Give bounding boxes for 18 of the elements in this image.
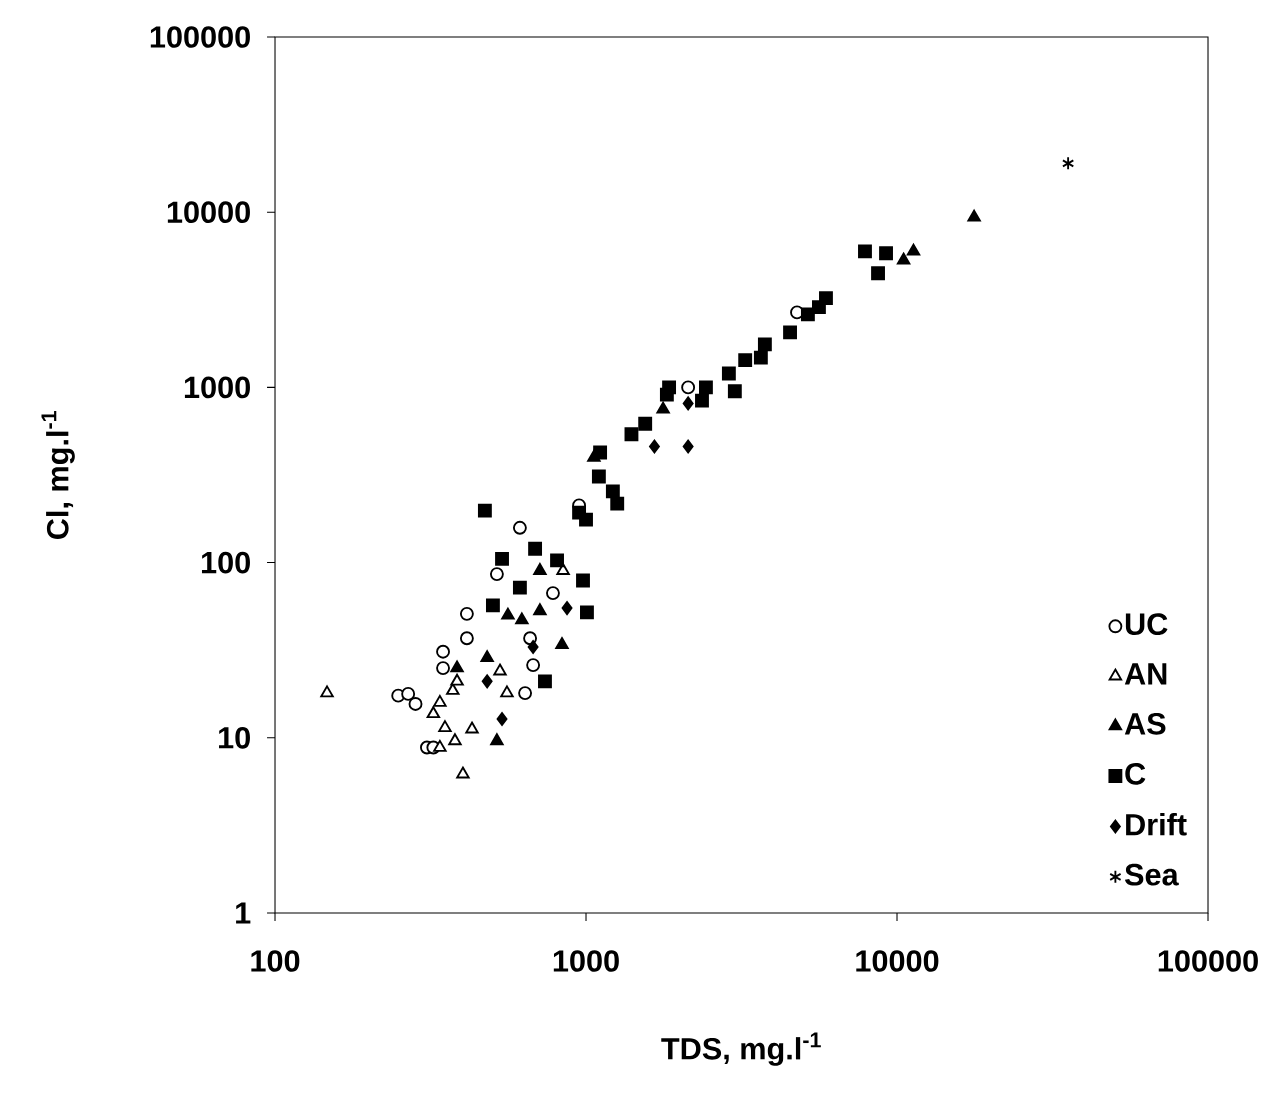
x-tick-label: 1000 (553, 950, 619, 972)
y-tick-label: 100000 (150, 26, 250, 48)
y-tick-label: 10000 (167, 201, 250, 224)
x-tick-label: 100000 (1158, 950, 1258, 972)
y-tick-label: 10 (219, 726, 250, 749)
y-axis-title: Cl, mg.l$^{-1}$ (41, 410, 75, 539)
x-tick-label: 10000 (856, 950, 939, 972)
legend-label: Sea (1124, 863, 1179, 886)
legend-label: UC (1125, 613, 1168, 635)
y-tick-label: 100 (201, 551, 250, 574)
x-tick-label: 100 (251, 950, 300, 972)
legend-label: AN (1124, 663, 1167, 685)
legend-label: AS (1124, 713, 1166, 735)
y-tick-label: 1000 (184, 376, 250, 399)
y-tick-label: 1 (236, 902, 251, 924)
x-axis-title: TDS, mg.l$^{-1}$ (661, 1032, 821, 1066)
legend-label: C (1125, 763, 1146, 785)
legend-label: Drift (1126, 813, 1187, 836)
